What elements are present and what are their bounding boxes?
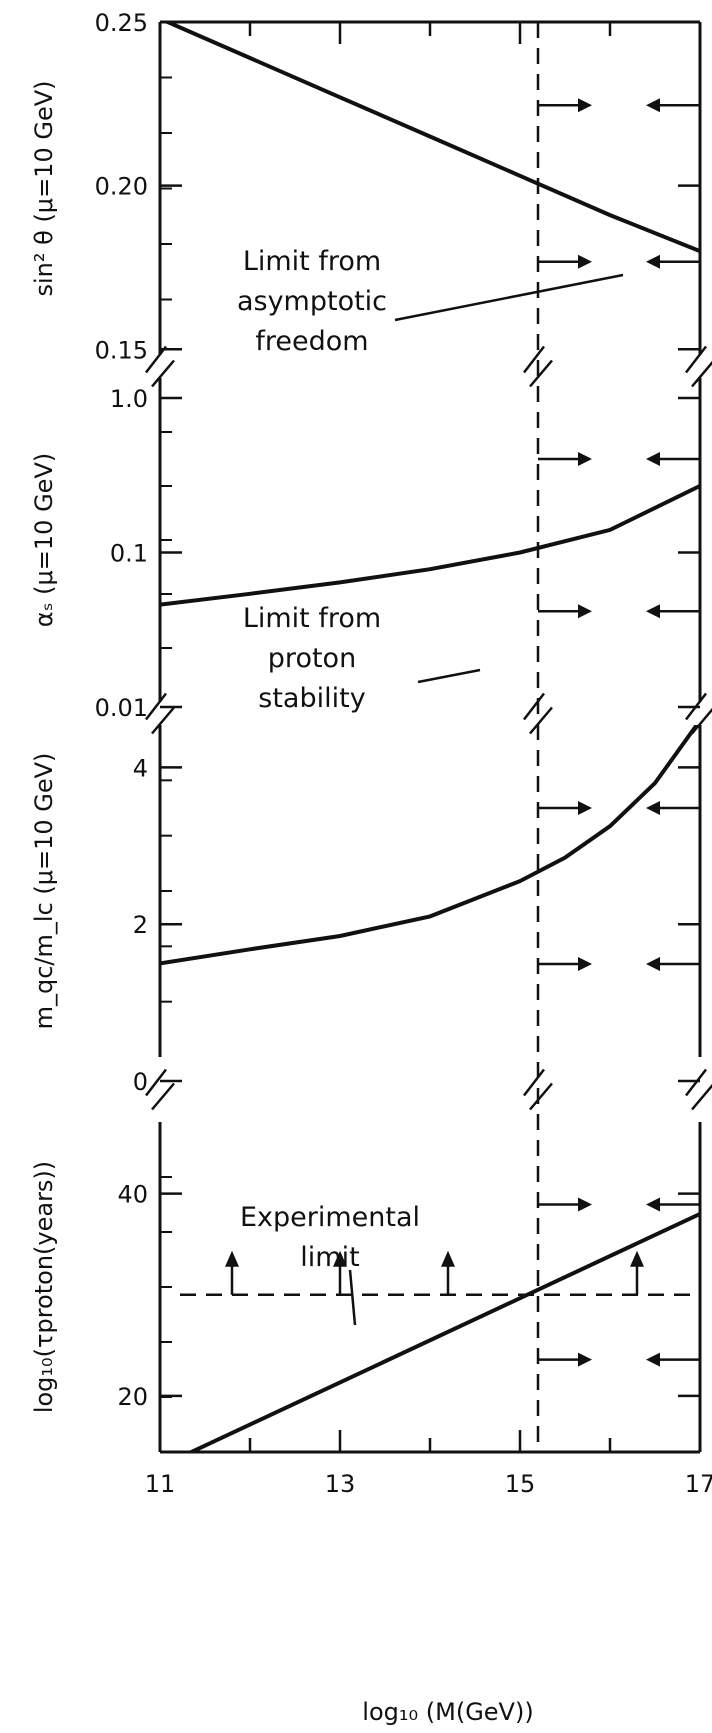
limit-arrow-head — [578, 957, 592, 972]
panel-sin2theta: 0.25 0.20 0.15 sin² θ (μ=10 GeV) — [30, 9, 700, 364]
axis-break-mark — [529, 359, 553, 388]
axis-break-mark — [151, 1082, 175, 1111]
limit-arrow-head — [646, 98, 660, 113]
axis-break-mark — [691, 1083, 712, 1111]
limit-arrow-head — [578, 1352, 592, 1367]
axis-break-mark — [529, 706, 553, 735]
axis-break-mark — [523, 345, 545, 374]
annotation-pointer — [417, 668, 481, 684]
x-axis-title-group: log₁₀ (M(GeV)) — [362, 1698, 533, 1726]
y-tick-label: 0.01 — [95, 694, 148, 722]
limit-arrow-head — [646, 1352, 660, 1367]
x-tick-label: 15 — [505, 1470, 536, 1498]
annotation: Limit from proton stability — [243, 603, 481, 714]
annotation-line: stability — [258, 683, 365, 714]
annotation-line: Experimental — [240, 1202, 420, 1233]
annotation-line: proton — [268, 643, 356, 674]
chart-panels: 0.25 0.20 0.15 sin² θ (μ=10 GeV) 1.0 0.1 0.01 α… — [30, 9, 700, 1452]
series-line — [162, 22, 700, 253]
axis-break-mark — [685, 1068, 707, 1097]
experimental-arrow-head — [441, 1250, 455, 1267]
y-tick-label: 2 — [133, 911, 148, 939]
annotation: Limit from asymptotic freedom — [237, 246, 624, 357]
limit-arrow-head — [578, 452, 592, 466]
annotation-line: Limit from — [243, 246, 381, 277]
limit-arrow-head — [646, 254, 660, 269]
x-axis-title: log₁₀ (M(GeV)) — [362, 1698, 533, 1726]
y-tick-label: 0 — [133, 1068, 148, 1096]
y-tick-label: 0.1 — [110, 540, 148, 568]
limit-arrow-head — [646, 957, 660, 972]
panel-alpha_s: 1.0 0.1 0.01 αₛ (μ=10 GeV) — [30, 385, 700, 722]
axis-break-mark — [145, 1068, 167, 1097]
experimental-arrow-head — [630, 1250, 644, 1267]
y-tick-label: 4 — [133, 754, 148, 782]
axis-break-mark — [523, 1068, 545, 1097]
limit-arrow-head — [646, 452, 660, 466]
axis-break-mark — [151, 359, 175, 388]
annotation-line: Limit from — [243, 603, 381, 634]
annotation-line: limit — [300, 1242, 359, 1273]
annotation: Experimental limit — [240, 1202, 420, 1326]
y-axis-title: αₛ (μ=10 GeV) — [30, 453, 58, 627]
axis-break-mark — [145, 692, 167, 721]
y-axis-title: sin² θ (μ=10 GeV) — [30, 81, 58, 297]
limit-arrow-head — [646, 1197, 660, 1212]
experimental-arrow-head — [333, 1250, 347, 1267]
x-tick-label: 11 — [145, 1470, 176, 1498]
experimental-arrow-head — [225, 1250, 239, 1267]
y-tick-label: 40 — [117, 1181, 148, 1209]
limit-arrow-head — [578, 1197, 592, 1212]
y-tick-label: 20 — [117, 1383, 148, 1411]
limit-arrow-head — [578, 801, 592, 815]
limit-arrow-head — [578, 254, 592, 269]
y-axis-title: m_qc/m_lc (μ=10 GeV) — [30, 753, 58, 1030]
axis-break-mark — [685, 345, 707, 374]
series-line — [160, 725, 700, 966]
limit-arrow-head — [646, 604, 660, 619]
axis-break-mark — [151, 706, 175, 735]
limit-arrow-head — [578, 98, 592, 113]
y-tick-label: 0.20 — [95, 173, 148, 201]
axis-break-mark — [145, 345, 167, 374]
panel-mass_ratio: 4 2 0 m_qc/m_lc (μ=10 GeV) — [30, 725, 700, 1096]
series-line — [186, 1212, 700, 1452]
limit-arrow-head — [578, 604, 592, 619]
annotation-line: freedom — [255, 326, 368, 357]
y-tick-label: 0.25 — [95, 9, 148, 37]
y-axis-title: log₁₀(τproton(years)) — [30, 1161, 58, 1413]
chart-annotations: Limit from asymptotic freedom Limit from pro… — [237, 246, 624, 1326]
axis-break-mark — [523, 692, 545, 721]
series-line — [160, 484, 700, 607]
annotation-line: asymptotic — [237, 286, 387, 317]
x-tick-label: 17 — [685, 1470, 712, 1498]
chart-frame: 11 13 15 17 — [145, 20, 712, 1498]
axis-break-mark — [529, 1082, 553, 1111]
y-tick-label: 1.0 — [110, 385, 148, 413]
x-tick-label: 13 — [325, 1470, 356, 1498]
annotation-pointer — [394, 273, 624, 322]
annotation-pointer — [348, 1269, 357, 1326]
panel-proton_lifetime: 40 20 log₁₀(τproton(years)) — [30, 1161, 700, 1452]
limit-arrow-head — [646, 801, 660, 815]
axis-break-mark — [691, 360, 712, 388]
y-tick-label: 0.15 — [95, 336, 148, 364]
